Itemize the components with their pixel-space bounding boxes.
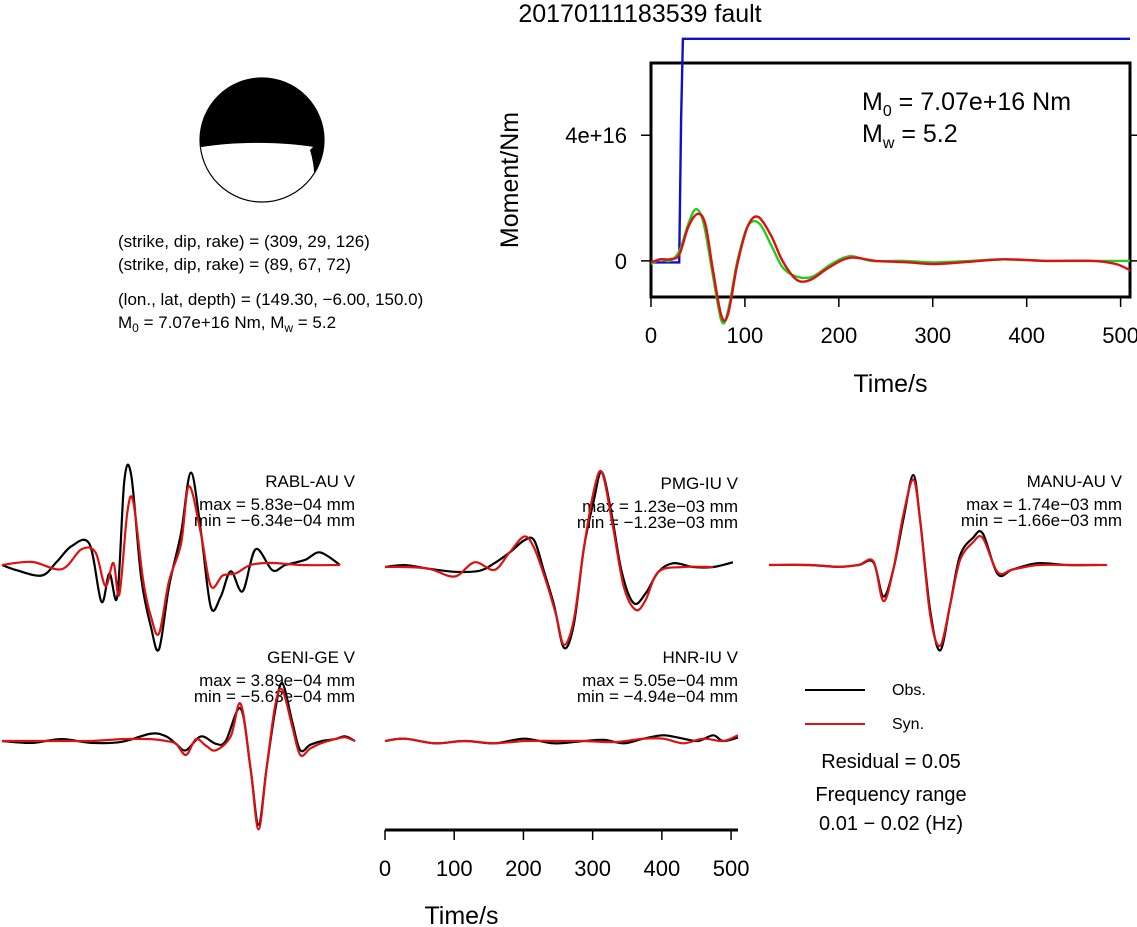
station-max: max = 1.74e−03 mm	[966, 495, 1122, 514]
residual: Residual = 0.05	[821, 751, 961, 773]
beachball	[199, 77, 325, 203]
waveform-xtick-label: 500	[713, 856, 750, 881]
station-max: max = 1.23e−03 mm	[582, 497, 738, 516]
observed-trace	[1, 682, 356, 826]
synthetic-trace	[1, 485, 341, 636]
moment-rate-plot: 0 100 200 300 400 500 0 4e+16 Time/s Moment/Nm	[496, 37, 1137, 398]
moment-ylabel: Moment/Nm	[496, 112, 524, 248]
station-min: min = −1.66e−03 mm	[961, 511, 1122, 530]
moment-xtick-label: 500	[1102, 323, 1137, 348]
moment-ytick-label: 0	[615, 249, 627, 274]
station-min: min = −4.94e−04 mm	[577, 687, 738, 706]
waveform-xtick-label: 0	[379, 856, 391, 881]
station-min: min = −5.63e−04 mm	[194, 687, 355, 706]
moment-series-green	[650, 207, 1130, 325]
waveform-xtick-label: 300	[574, 856, 611, 881]
moment-xtick-label: 100	[727, 323, 764, 348]
station-max: max = 3.89e−04 mm	[199, 671, 355, 690]
moment-xtick-label: 200	[820, 323, 857, 348]
page-title: 20170111183539 fault	[518, 0, 761, 28]
moment-xtick-label: 400	[1008, 323, 1045, 348]
station-max: max = 5.83e−04 mm	[199, 495, 355, 514]
station-label: GENI-GE V	[267, 648, 356, 667]
synthetic-trace	[768, 478, 1108, 648]
station-label: RABL-AU V	[265, 472, 355, 491]
frequency-range-value: 0.01 − 0.02 (Hz)	[819, 813, 963, 835]
frequency-range-label: Frequency range	[815, 784, 966, 806]
moment-ytick-label: 4e+16	[565, 123, 627, 148]
station-min: min = −6.34e−04 mm	[194, 511, 355, 530]
hypocenter-location: (lon., lat, depth) = (149.30, −6.00, 150…	[118, 290, 423, 309]
moment-xlabel: Time/s	[853, 370, 927, 398]
synthetic-trace	[384, 734, 739, 745]
synthetic-trace	[384, 469, 714, 646]
waveform-xtick-label: 100	[436, 856, 473, 881]
moment-mw-annotation: Mw = 5.2	[862, 120, 958, 152]
moment-m0-annotation: M0 = 7.07e+16 Nm	[862, 88, 1071, 120]
legend-observed-label: Obs.	[892, 682, 926, 699]
station-label: HNR-IU V	[662, 648, 738, 667]
nodal-plane-1: (strike, dip, rake) = (309, 29, 126)	[118, 232, 370, 251]
waveform-time-axis: 0 100 200 300 400 500 Time/s	[379, 828, 750, 927]
moment-xtick-label: 300	[914, 323, 951, 348]
moment-series-blue	[651, 37, 1130, 264]
station-max: max = 5.05e−04 mm	[582, 671, 738, 690]
nodal-plane-2: (strike, dip, rake) = (89, 67, 72)	[118, 255, 351, 274]
waveform-xtick-label: 200	[505, 856, 542, 881]
station-min: min = −1.23e−03 mm	[577, 513, 738, 532]
waveform-xtick-label: 400	[644, 856, 681, 881]
synthetic-trace	[2, 687, 356, 831]
moment-plot-frame	[649, 61, 1132, 299]
moment-series-red	[650, 212, 1131, 323]
moment-magnitude-line: M0 = 7.07e+16 Nm, Mw = 5.2	[118, 313, 336, 335]
waveform-xlabel: Time/s	[424, 902, 498, 927]
legend: Obs. Syn.	[805, 682, 926, 733]
observed-trace	[1, 463, 341, 652]
station-label: MANU-AU V	[1027, 472, 1123, 491]
legend-synthetic-label: Syn.	[892, 716, 924, 733]
moment-xtick-label: 0	[645, 323, 657, 348]
station-label: PMG-IU V	[661, 474, 739, 493]
